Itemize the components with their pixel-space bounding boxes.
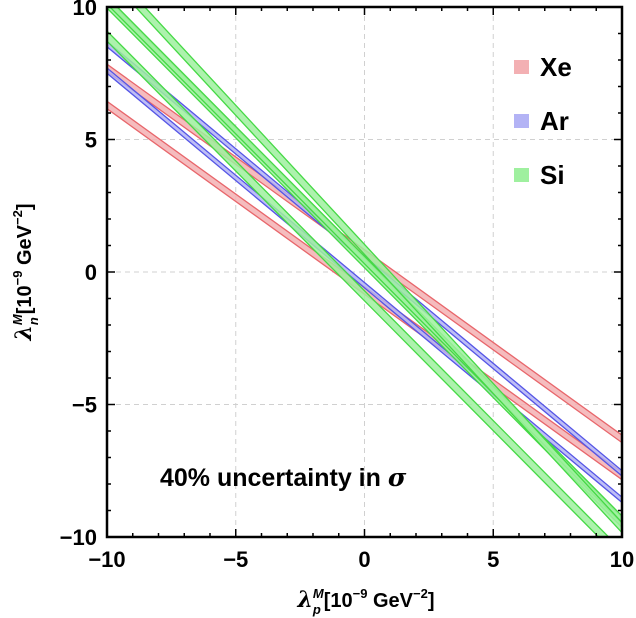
legend-label-ar: Ar bbox=[540, 106, 569, 136]
y-axis-sup: M bbox=[10, 313, 25, 325]
y-axis-close: ] bbox=[14, 203, 36, 210]
band-si-3 bbox=[134, 7, 622, 534]
legend-swatch-xe bbox=[514, 60, 529, 74]
y-axis-sub: n bbox=[26, 317, 41, 325]
x-axis-exp2: −2 bbox=[413, 586, 428, 601]
x-axis-units: [10 bbox=[324, 590, 353, 612]
legend-swatch-si bbox=[514, 168, 529, 182]
y-tick-label-1: −5 bbox=[72, 393, 97, 418]
x-axis-close: ] bbox=[428, 590, 435, 612]
chart-annotation: 40% uncertainty in σ bbox=[160, 463, 407, 492]
y-tick-label-0: −10 bbox=[60, 525, 97, 550]
x-axis-label: λpM[10−9 GeV−2] bbox=[296, 586, 434, 617]
legend-label-si: Si bbox=[540, 160, 565, 190]
y-axis-units: [10 bbox=[14, 285, 36, 314]
x-axis-sup: M bbox=[313, 586, 325, 601]
x-axis-symbol: λ bbox=[296, 587, 312, 613]
x-tick-label-2: 0 bbox=[358, 547, 370, 572]
legend: Xe Ar Si bbox=[514, 52, 572, 190]
x-axis-sub: p bbox=[312, 602, 321, 617]
series-si bbox=[107, 7, 622, 537]
y-tick-label-3: 5 bbox=[85, 128, 97, 153]
y-tick-label-2: 0 bbox=[85, 260, 97, 285]
x-tick-label-4: 10 bbox=[610, 547, 634, 572]
y-axis-symbol: λ bbox=[11, 325, 37, 341]
annotation-text: 40% uncertainty in bbox=[160, 464, 388, 492]
y-axis-label: λnM[10−9 GeV−2] bbox=[10, 203, 41, 341]
y-axis-exp2: −2 bbox=[10, 210, 25, 225]
legend-label-xe: Xe bbox=[540, 52, 572, 82]
y-axis-exp: −9 bbox=[10, 271, 25, 286]
x-tick-label-3: 5 bbox=[487, 547, 499, 572]
axis-tick-labels: −10 −5 0 5 10 −10 −5 0 5 10 bbox=[60, 0, 635, 572]
legend-swatch-ar bbox=[514, 114, 529, 128]
x-axis-exp: −9 bbox=[353, 586, 368, 601]
band-si-0 bbox=[107, 30, 610, 537]
series-bands bbox=[107, 7, 622, 537]
y-tick-label-4: 10 bbox=[73, 0, 97, 20]
y-axis-units2: GeV bbox=[14, 224, 36, 270]
x-axis-units2: GeV bbox=[367, 590, 413, 612]
axis-ticks bbox=[106, 6, 623, 538]
x-tick-label-1: −5 bbox=[223, 547, 248, 572]
annotation-symbol: σ bbox=[388, 463, 407, 492]
x-tick-label-0: −10 bbox=[88, 547, 125, 572]
